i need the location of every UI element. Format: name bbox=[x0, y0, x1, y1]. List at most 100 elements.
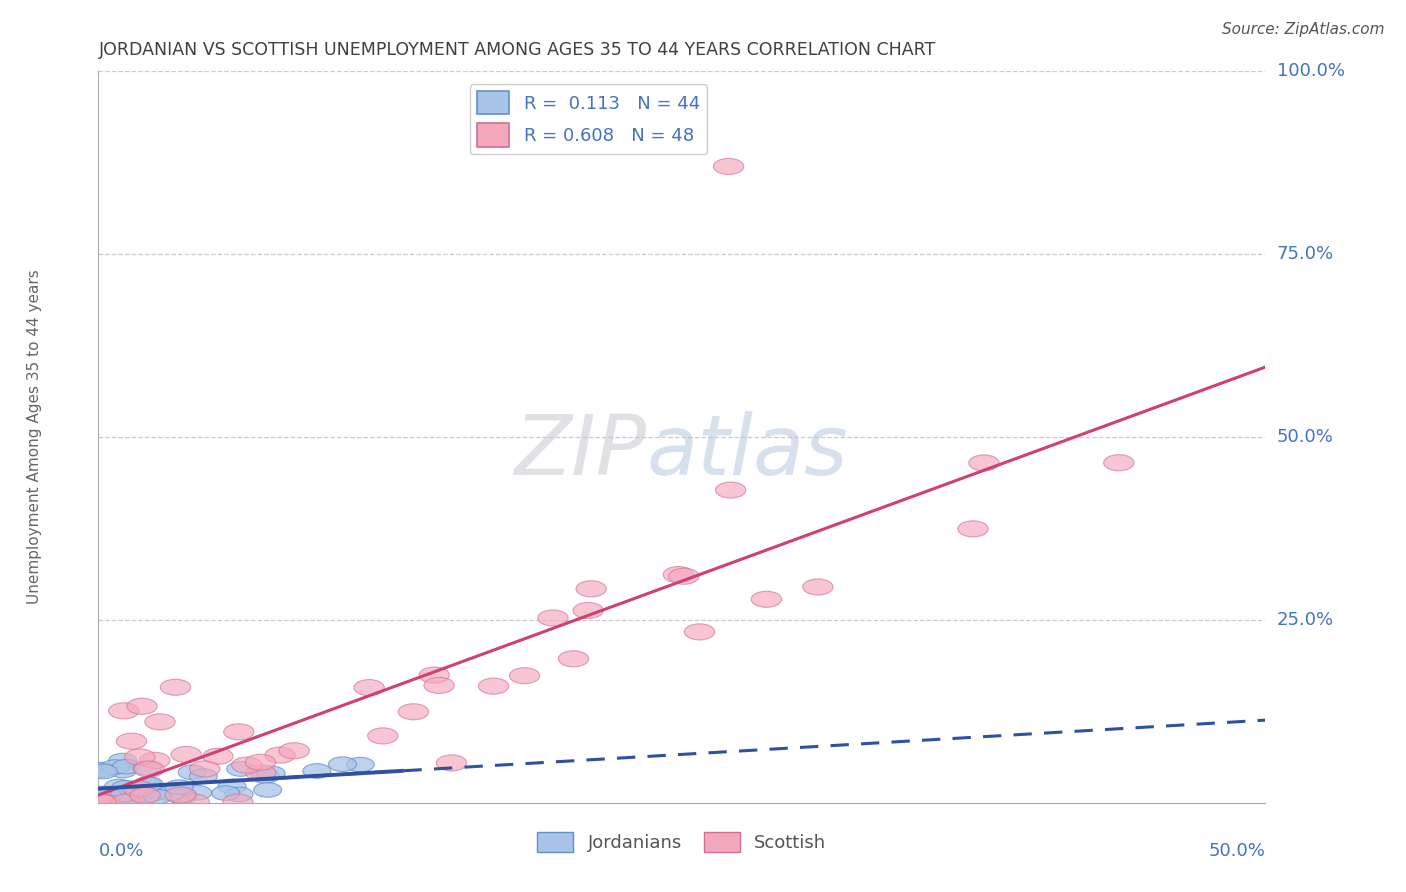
Ellipse shape bbox=[218, 779, 246, 794]
Ellipse shape bbox=[89, 794, 120, 810]
Ellipse shape bbox=[169, 789, 197, 805]
Ellipse shape bbox=[145, 714, 176, 730]
Text: 75.0%: 75.0% bbox=[1277, 245, 1334, 263]
Ellipse shape bbox=[716, 482, 745, 498]
Text: ZIP: ZIP bbox=[515, 411, 647, 492]
Ellipse shape bbox=[129, 790, 157, 805]
Ellipse shape bbox=[117, 792, 145, 807]
Legend: Jordanians, Scottish: Jordanians, Scottish bbox=[530, 824, 834, 860]
Ellipse shape bbox=[135, 777, 163, 791]
Ellipse shape bbox=[576, 581, 606, 597]
Text: 25.0%: 25.0% bbox=[1277, 611, 1334, 629]
Ellipse shape bbox=[87, 763, 115, 777]
Ellipse shape bbox=[117, 733, 146, 749]
Ellipse shape bbox=[165, 780, 193, 795]
Ellipse shape bbox=[134, 777, 162, 791]
Ellipse shape bbox=[245, 755, 276, 771]
Ellipse shape bbox=[87, 794, 117, 810]
Ellipse shape bbox=[111, 794, 141, 810]
Ellipse shape bbox=[574, 602, 603, 618]
Ellipse shape bbox=[302, 764, 330, 779]
Ellipse shape bbox=[108, 753, 136, 768]
Ellipse shape bbox=[685, 624, 714, 640]
Ellipse shape bbox=[222, 794, 253, 810]
Ellipse shape bbox=[124, 789, 152, 804]
Ellipse shape bbox=[172, 747, 201, 763]
Ellipse shape bbox=[101, 760, 129, 774]
Ellipse shape bbox=[419, 667, 450, 683]
Ellipse shape bbox=[96, 788, 124, 803]
Ellipse shape bbox=[86, 794, 115, 810]
Ellipse shape bbox=[124, 780, 153, 797]
Text: JORDANIAN VS SCOTTISH UNEMPLOYMENT AMONG AGES 35 TO 44 YEARS CORRELATION CHART: JORDANIAN VS SCOTTISH UNEMPLOYMENT AMONG… bbox=[98, 41, 935, 59]
Ellipse shape bbox=[160, 679, 191, 695]
Ellipse shape bbox=[558, 651, 589, 667]
Ellipse shape bbox=[538, 610, 568, 626]
Text: 0.0%: 0.0% bbox=[98, 842, 143, 860]
Ellipse shape bbox=[436, 755, 467, 771]
Ellipse shape bbox=[125, 749, 155, 765]
Ellipse shape bbox=[232, 757, 262, 773]
Ellipse shape bbox=[751, 591, 782, 607]
Ellipse shape bbox=[246, 764, 276, 780]
Ellipse shape bbox=[224, 723, 254, 739]
Ellipse shape bbox=[669, 568, 699, 584]
Ellipse shape bbox=[134, 761, 162, 775]
Ellipse shape bbox=[179, 794, 209, 810]
Ellipse shape bbox=[257, 766, 285, 780]
Ellipse shape bbox=[713, 159, 744, 175]
Ellipse shape bbox=[957, 521, 988, 537]
Ellipse shape bbox=[111, 780, 139, 795]
Ellipse shape bbox=[90, 764, 118, 779]
Ellipse shape bbox=[169, 787, 197, 802]
Text: 50.0%: 50.0% bbox=[1277, 428, 1333, 446]
Ellipse shape bbox=[252, 769, 280, 783]
Ellipse shape bbox=[125, 780, 153, 795]
Ellipse shape bbox=[425, 677, 454, 693]
Ellipse shape bbox=[108, 764, 136, 778]
Ellipse shape bbox=[143, 789, 172, 804]
Ellipse shape bbox=[184, 786, 212, 800]
Ellipse shape bbox=[166, 787, 195, 803]
Ellipse shape bbox=[225, 787, 253, 802]
Ellipse shape bbox=[87, 763, 115, 778]
Ellipse shape bbox=[134, 761, 165, 777]
Ellipse shape bbox=[87, 786, 115, 801]
Ellipse shape bbox=[97, 793, 124, 808]
Ellipse shape bbox=[87, 791, 115, 805]
Ellipse shape bbox=[104, 780, 132, 794]
Text: Source: ZipAtlas.com: Source: ZipAtlas.com bbox=[1222, 22, 1385, 37]
Ellipse shape bbox=[226, 762, 254, 776]
Ellipse shape bbox=[969, 455, 1000, 471]
Ellipse shape bbox=[156, 786, 184, 801]
Ellipse shape bbox=[139, 752, 170, 768]
Ellipse shape bbox=[398, 704, 429, 720]
Ellipse shape bbox=[93, 793, 121, 807]
Ellipse shape bbox=[179, 765, 207, 780]
Ellipse shape bbox=[253, 782, 281, 797]
Text: Unemployment Among Ages 35 to 44 years: Unemployment Among Ages 35 to 44 years bbox=[27, 269, 42, 605]
Ellipse shape bbox=[138, 787, 166, 802]
Ellipse shape bbox=[367, 728, 398, 744]
Ellipse shape bbox=[112, 759, 141, 774]
Ellipse shape bbox=[142, 783, 170, 798]
Ellipse shape bbox=[108, 703, 139, 719]
Ellipse shape bbox=[94, 789, 121, 803]
Text: 100.0%: 100.0% bbox=[1277, 62, 1344, 80]
Ellipse shape bbox=[212, 786, 239, 800]
Ellipse shape bbox=[110, 788, 138, 802]
Text: atlas: atlas bbox=[647, 411, 849, 492]
Ellipse shape bbox=[264, 747, 295, 764]
Ellipse shape bbox=[346, 757, 374, 772]
Ellipse shape bbox=[664, 566, 693, 582]
Ellipse shape bbox=[127, 698, 157, 714]
Ellipse shape bbox=[105, 789, 134, 804]
Ellipse shape bbox=[478, 678, 509, 694]
Ellipse shape bbox=[190, 761, 219, 777]
Ellipse shape bbox=[278, 743, 309, 759]
Ellipse shape bbox=[1104, 455, 1135, 471]
Ellipse shape bbox=[329, 757, 357, 772]
Ellipse shape bbox=[129, 788, 160, 804]
Text: 50.0%: 50.0% bbox=[1209, 842, 1265, 860]
Ellipse shape bbox=[509, 668, 540, 684]
